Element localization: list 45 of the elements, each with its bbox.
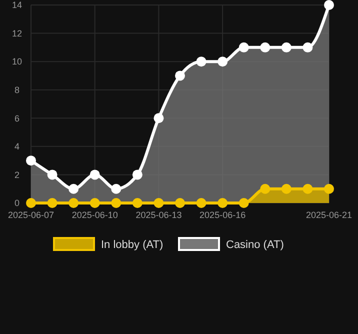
legend-label: In lobby (AT) [101,238,164,251]
x-tick-label: 2025-06-07 [8,210,54,220]
point [175,70,185,81]
x-tick-label: 2025-06-21 [306,210,352,220]
point [47,170,58,180]
point [154,113,164,124]
y-tick-label: 8 [14,85,20,96]
point [26,198,36,208]
point [175,198,185,208]
point [132,170,142,180]
point [47,198,58,208]
point [302,42,313,52]
y-tick-label: 2 [14,170,20,180]
point [68,198,79,208]
point [218,198,228,208]
point [281,184,292,194]
point [111,184,122,194]
y-tick-label: 4 [14,142,20,152]
y-tick-label: 6 [14,113,20,124]
legend-label: Casino (AT) [226,238,284,251]
point [324,0,334,10]
point [260,184,270,194]
point [26,156,36,166]
point [90,170,100,180]
y-tick-label: 0 [14,198,20,208]
point [132,198,142,208]
point [154,198,164,208]
y-tick-label: 14 [12,0,22,10]
point [90,198,100,208]
point [196,56,206,67]
point [68,184,79,194]
point [196,198,206,208]
point [238,42,249,52]
x-tick-label: 2025-06-13 [136,210,182,220]
point [281,42,292,52]
point [302,184,313,194]
y-tick-label: 12 [12,28,22,38]
point [111,198,122,208]
x-tick-label: 2025-06-16 [200,210,246,220]
point [238,198,249,208]
y-tick-label: 10 [12,56,22,67]
x-tick-label: 2025-06-10 [72,210,118,220]
point [324,184,334,194]
point [260,42,270,52]
point [218,56,228,67]
